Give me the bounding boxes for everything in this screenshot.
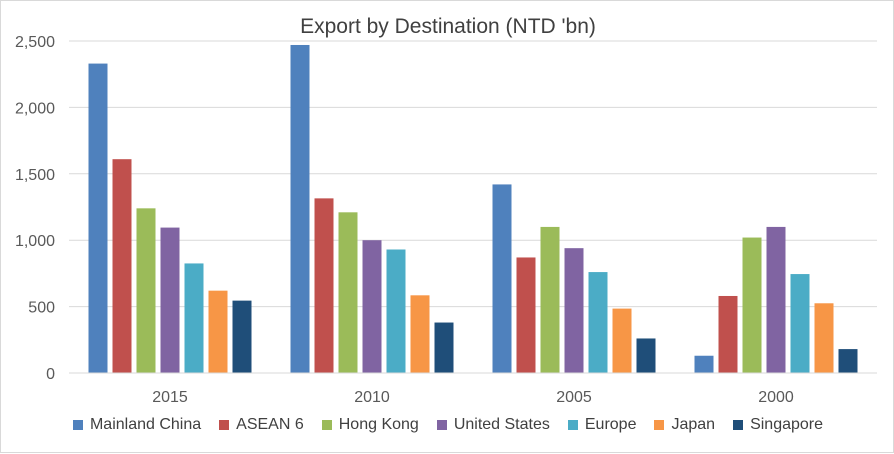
legend-label: Hong Kong	[338, 416, 419, 433]
legend-swatch	[72, 420, 83, 430]
bar-mainland-china-2010	[290, 44, 310, 373]
legend-item: United States	[436, 416, 550, 434]
legend-item: Mainland China	[72, 416, 202, 434]
bar-singapore-2000	[838, 349, 858, 373]
legend-item: Singapore	[733, 416, 823, 434]
bar-singapore-2005	[636, 338, 656, 373]
x-tick-label: 2000	[758, 389, 794, 406]
y-tick-label: 1,500	[15, 167, 55, 184]
bar-japan-2005	[612, 308, 632, 373]
bar-asean-6-2005	[516, 257, 536, 373]
bar-hong-kong-2010	[338, 212, 358, 373]
bar-united-states-2015	[160, 227, 180, 373]
legend-label: United States	[453, 416, 550, 433]
bar-united-states-2010	[362, 240, 382, 373]
bar-singapore-2015	[232, 300, 252, 373]
y-tick-label: 2,000	[15, 100, 55, 117]
chart-title: Export by Destination (NTD 'bn)	[300, 15, 596, 38]
bar-europe-2015	[184, 263, 204, 373]
legend: Mainland China ASEAN 6 Hong Kong United Sta…	[1, 416, 894, 434]
x-tick-label: 2010	[354, 389, 390, 406]
bar-united-states-2005	[564, 248, 584, 373]
legend-swatch	[567, 420, 578, 430]
legend-item: Japan	[654, 416, 715, 434]
legend-label: ASEAN 6	[236, 416, 304, 433]
x-tick-label: 2005	[556, 389, 592, 406]
bar-hong-kong-2000	[742, 237, 762, 373]
bar-japan-2000	[814, 303, 834, 373]
legend-item: Europe	[567, 416, 637, 434]
bar-asean-6-2010	[314, 198, 334, 373]
bar-mainland-china-2015	[88, 63, 108, 374]
legend-label: Mainland China	[89, 416, 202, 433]
bar-europe-2000	[790, 274, 810, 373]
bar-hong-kong-2015	[136, 208, 156, 373]
legend-item: Hong Kong	[321, 416, 419, 434]
legend-swatch	[321, 420, 332, 430]
y-tick-label: 0	[46, 366, 55, 383]
y-tick-label: 500	[28, 300, 55, 317]
bar-europe-2010	[386, 249, 406, 373]
bar-mainland-china-2005	[492, 184, 512, 373]
bar-japan-2010	[410, 295, 430, 373]
bar-hong-kong-2005	[540, 226, 560, 373]
bar-asean-6-2015	[112, 159, 132, 373]
bar-singapore-2010	[434, 322, 454, 373]
legend-label: Singapore	[750, 416, 824, 433]
bar-asean-6-2000	[718, 295, 738, 373]
legend-swatch	[733, 420, 744, 430]
legend-label: Europe	[584, 416, 637, 433]
y-tick-label: 2,500	[15, 34, 55, 51]
bar-japan-2015	[208, 290, 228, 373]
bar-europe-2005	[588, 272, 608, 373]
x-tick-label: 2015	[152, 389, 188, 406]
legend-swatch	[436, 420, 447, 430]
bar-mainland-china-2000	[694, 355, 714, 373]
y-tick-label: 1,000	[15, 233, 55, 250]
legend-label: Japan	[671, 416, 716, 433]
legend-item: ASEAN 6	[219, 416, 304, 434]
bar-united-states-2000	[766, 226, 786, 373]
legend-swatch	[219, 420, 230, 430]
legend-swatch	[654, 420, 665, 430]
